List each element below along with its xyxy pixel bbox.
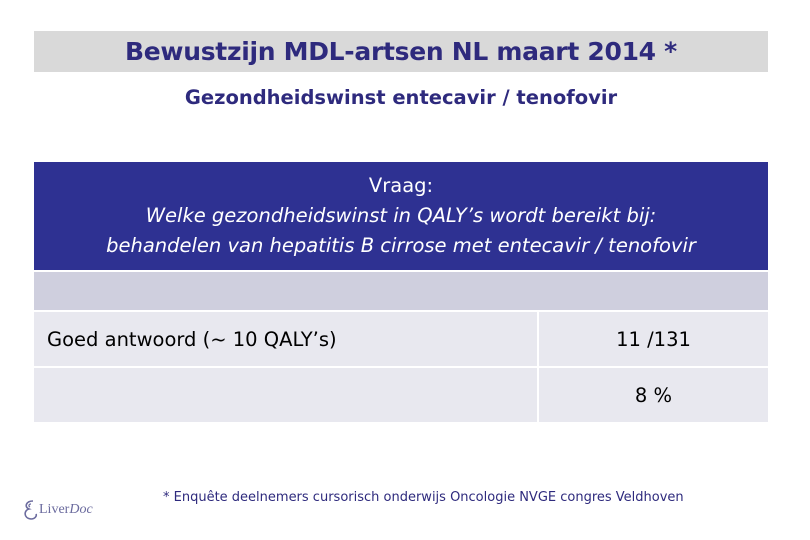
- question-header: Vraag: Welke gezondheidswinst in QALY’s …: [34, 162, 768, 270]
- page-title: Bewustzijn MDL-artsen NL maart 2014 *: [125, 37, 677, 66]
- title-bar: Bewustzijn MDL-artsen NL maart 2014 *: [34, 31, 768, 72]
- question-line-1: Welke gezondheidswinst in QALY’s wordt b…: [145, 204, 657, 227]
- page-subtitle: Gezondheidswinst entecavir / tenofovir: [184, 86, 618, 109]
- table-row: 8 %: [34, 366, 768, 422]
- liver-swirl-icon: [24, 500, 38, 520]
- logo-text-liver: Liver: [39, 502, 70, 517]
- answer-percent: 8 %: [634, 383, 673, 407]
- results-table: Vraag: Welke gezondheidswinst in QALY’s …: [34, 162, 768, 422]
- liverdoc-logo: Liver Doc: [22, 498, 93, 522]
- question-line-2: behandelen van hepatitis B cirrose met e…: [106, 234, 696, 257]
- logo-text-doc: Doc: [69, 502, 93, 517]
- empty-cell: [34, 368, 539, 422]
- question-label: Vraag:: [368, 174, 434, 197]
- spacer-band: [34, 270, 768, 310]
- table-row: Goed antwoord (~ 10 QALY’s) 11 /131: [34, 310, 768, 366]
- answer-count: 11 /131: [616, 327, 691, 351]
- footnote: * Enquête deelnemers cursorisch onderwij…: [163, 490, 684, 505]
- correct-answer-label: Goed antwoord (~ 10 QALY’s): [34, 312, 539, 366]
